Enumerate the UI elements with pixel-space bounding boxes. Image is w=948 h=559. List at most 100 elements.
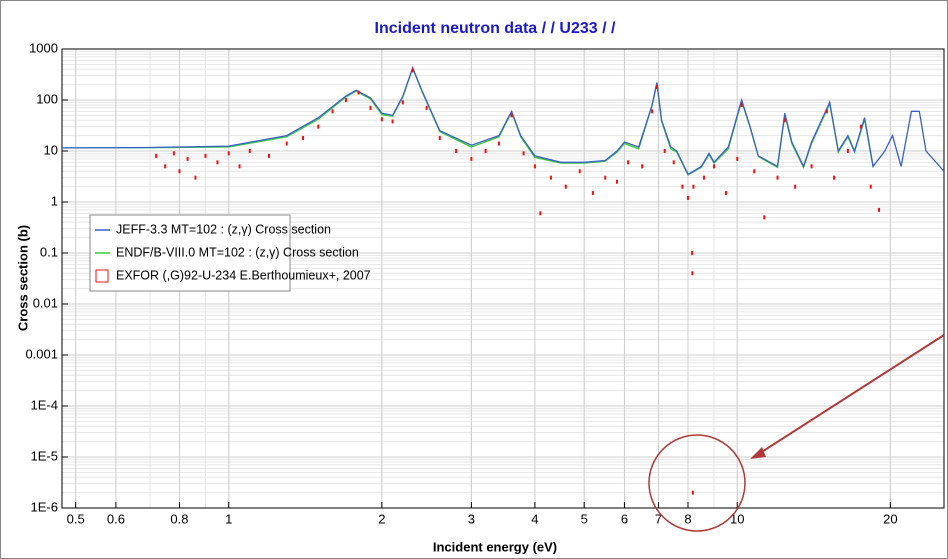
y-tick-label: 1E-4	[31, 397, 58, 412]
plot-border	[61, 48, 945, 509]
data-point	[344, 98, 347, 102]
plot-area: 1000 100 10 1 0.1 0.01 0.001 1E-4 1E-5 1E-6 0.5 0.6…	[25, 40, 945, 526]
arrow-head	[750, 447, 766, 459]
data-point	[539, 211, 542, 216]
data-point	[391, 119, 394, 124]
data-point	[615, 179, 618, 184]
data-point	[691, 271, 694, 276]
data-point	[740, 102, 743, 107]
data-point	[522, 151, 525, 156]
chart-title: Incident neutron data / / U233 / /	[375, 20, 616, 37]
y-tick-label: 1E-5	[31, 448, 58, 463]
data-point	[401, 100, 404, 105]
data-point	[357, 90, 360, 95]
data-point	[498, 141, 501, 146]
y-tick-label: 1000	[29, 40, 58, 55]
data-point	[164, 164, 167, 169]
data-point	[425, 105, 428, 110]
data-point	[604, 175, 607, 180]
legend-label: JEFF-3.3 MT=102 : (z,γ) Cross section	[116, 222, 331, 236]
data-point	[216, 160, 219, 165]
data-point	[794, 184, 797, 189]
x-tick-label: 10	[730, 511, 744, 526]
data-point	[204, 153, 207, 158]
data-point	[825, 109, 828, 114]
x-tick-label: 8	[684, 511, 691, 526]
annotation-circle	[648, 434, 746, 532]
data-point	[736, 156, 739, 161]
data-point	[317, 124, 320, 129]
x-tick-label: 5	[581, 511, 588, 526]
data-point	[833, 175, 836, 180]
data-point	[411, 68, 414, 73]
legend-label: ENDF/B-VIII.0 MT=102 : (z,γ) Cross secti…	[116, 245, 359, 259]
data-point	[810, 164, 813, 169]
data-point	[783, 118, 786, 123]
data-point	[564, 184, 567, 189]
legend-label: EXFOR (,G)92-U-234 E.Berthoumieux+, 2007	[116, 268, 371, 282]
x-tick-label: 1	[225, 511, 232, 526]
data-point	[331, 109, 334, 114]
y-tick-label: 100	[36, 91, 58, 106]
legend-swatch	[95, 269, 109, 283]
legend	[89, 214, 291, 292]
data-point	[763, 215, 766, 220]
data-point	[846, 149, 849, 153]
x-tick-label: 4	[531, 511, 538, 526]
y-tick-label: 0.1	[40, 244, 58, 259]
data-point	[172, 151, 175, 156]
y-tick-label: 0.01	[33, 295, 58, 310]
data-point	[484, 149, 487, 153]
data-point	[641, 164, 644, 169]
data-point	[712, 164, 715, 169]
x-axis-label: Incident energy (eV)	[433, 539, 557, 554]
data-point	[691, 490, 694, 495]
x-tick-label: 6	[621, 511, 628, 526]
data-point	[702, 175, 705, 180]
data-point	[878, 207, 881, 212]
data-point	[549, 175, 552, 180]
data-point	[186, 156, 189, 161]
data-point	[285, 141, 288, 146]
data-point	[859, 124, 862, 129]
x-tick-label: 20	[883, 511, 897, 526]
data-point	[651, 109, 654, 114]
x-tick-label: 3	[468, 511, 475, 526]
data-point	[578, 169, 581, 174]
y-tick-label: 1	[51, 193, 58, 208]
data-point	[510, 113, 513, 118]
y-tick-label: 0.001	[25, 346, 58, 361]
data-point	[776, 175, 779, 180]
data-point	[691, 251, 694, 255]
data-point	[591, 191, 594, 196]
data-point	[724, 191, 727, 196]
data-point	[681, 184, 684, 189]
data-point	[655, 84, 658, 89]
data-point	[438, 135, 441, 140]
data-point	[869, 184, 872, 189]
x-tick-label: 0.6	[107, 511, 125, 526]
x-tick-label: 0.8	[170, 511, 188, 526]
data-point	[455, 149, 458, 153]
x-tick-label: 7	[655, 511, 662, 526]
data-point	[227, 151, 230, 156]
data-point	[369, 105, 372, 110]
data-point	[627, 160, 630, 165]
data-point	[380, 117, 383, 122]
data-point	[268, 153, 271, 158]
data-point	[238, 164, 241, 169]
data-point	[302, 135, 305, 140]
data-point	[533, 164, 536, 169]
y-tick-label: 1E-6	[31, 499, 58, 514]
data-point	[692, 184, 695, 189]
data-point	[178, 169, 181, 174]
data-point	[155, 153, 158, 158]
data-point	[686, 195, 689, 200]
y-axis-label: Cross section (b)	[15, 225, 30, 331]
x-tick-label: 0.5	[67, 511, 85, 526]
series-line	[62, 65, 944, 176]
data-point	[663, 149, 666, 153]
annotation-arrow	[756, 334, 945, 456]
x-tick-label: 2	[378, 511, 385, 526]
